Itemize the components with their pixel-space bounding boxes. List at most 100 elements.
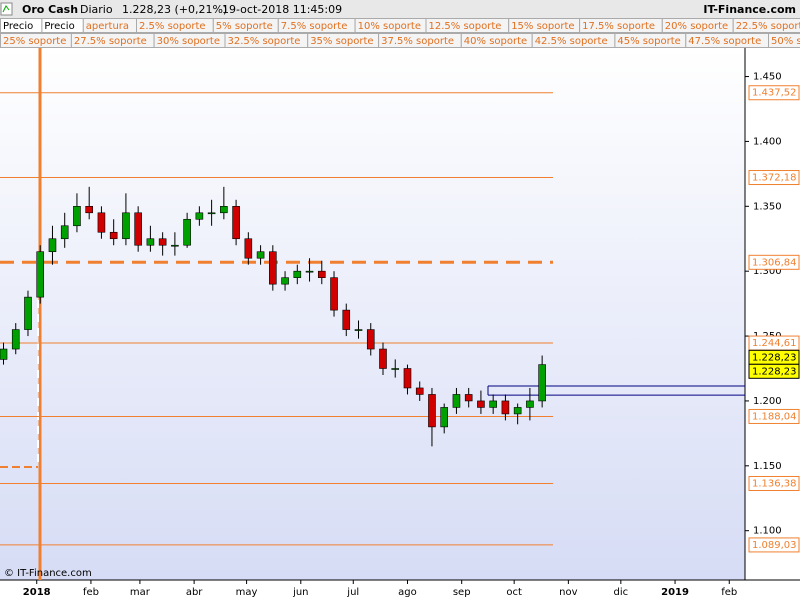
candle-body [306, 271, 313, 272]
candle-body [465, 394, 472, 400]
tab-label[interactable]: 12.5% soporte [429, 21, 502, 32]
candle-body [379, 349, 386, 368]
candle-body [73, 206, 80, 225]
candle-body [98, 213, 105, 232]
tab-label[interactable]: 5% soporte [216, 21, 273, 32]
x-tick-label: abr [186, 587, 203, 598]
level-label: 1.136,38 [752, 478, 797, 489]
candle-body [331, 278, 338, 310]
x-tick-label: dic [614, 587, 629, 598]
candle-body [318, 271, 325, 277]
candle-body [208, 213, 215, 214]
tab-label[interactable]: 7.5% soporte [281, 21, 348, 32]
timestamp: 19-oct-2018 11:45:09 [222, 3, 342, 16]
level-label: 1.244,61 [752, 338, 797, 349]
tab-label[interactable]: 35% soporte [310, 36, 373, 47]
x-tick-label: oct [506, 587, 522, 598]
candle-body [245, 239, 252, 258]
candle-body [282, 278, 289, 284]
candle-body [526, 401, 533, 407]
candle-body [453, 394, 460, 407]
candle-body [184, 219, 191, 245]
candle-body [24, 297, 31, 329]
candle-body [171, 245, 178, 246]
tab-label[interactable]: 27.5% soporte [74, 36, 147, 47]
tab-label[interactable]: 20% soporte [665, 21, 728, 32]
plot-area [0, 48, 745, 580]
candle-body [12, 330, 19, 349]
x-tick-label: 2019 [661, 587, 689, 598]
candle-body [294, 271, 301, 277]
candle-body [257, 252, 264, 258]
header-bar [0, 0, 800, 18]
tab-label[interactable]: 37.5% soporte [381, 36, 454, 47]
x-tick-label: jun [292, 587, 308, 598]
tab-label[interactable]: apertura [86, 21, 129, 32]
tab-label[interactable]: 45% soporte [617, 36, 680, 47]
candle-body [355, 330, 362, 331]
x-tick-label: jul [346, 587, 359, 598]
candle-body [269, 252, 276, 284]
x-tick-label: ago [398, 587, 417, 598]
price-label: 1.228,23 [752, 352, 797, 363]
level-label: 1.437,52 [752, 88, 797, 99]
candle-body [122, 213, 129, 239]
tab-label[interactable]: 22.5% soporte [736, 21, 800, 32]
tab-label[interactable]: 47.5% soporte [688, 36, 761, 47]
candle-body [135, 213, 142, 245]
instrument: Oro Cash [22, 3, 78, 16]
candle-body [220, 206, 227, 212]
level-label: 1.372,18 [752, 173, 797, 184]
candle-body [441, 407, 448, 426]
x-tick-label: mar [130, 587, 151, 598]
site: IT-Finance.com [703, 3, 796, 16]
tab-label[interactable]: 50% s [771, 36, 800, 47]
y-tick-label: 1.150 [753, 461, 782, 472]
x-tick-label: feb [721, 587, 737, 598]
candle-body [367, 330, 374, 349]
y-tick-label: 1.200 [753, 396, 782, 407]
x-tick-label: 2018 [23, 587, 51, 598]
tab-label[interactable]: 40% soporte [464, 36, 527, 47]
tab-label[interactable]: 30% soporte [157, 36, 220, 47]
period: Diario [80, 3, 113, 16]
x-tick-label: may [236, 587, 258, 598]
candle-body [343, 310, 350, 329]
candle-body [61, 226, 68, 239]
x-tick-label: feb [83, 587, 99, 598]
price-label: 1.228,23 [752, 366, 797, 377]
tab-label[interactable]: 15% soporte [511, 21, 574, 32]
candle-body [196, 213, 203, 219]
y-tick-label: 1.350 [753, 201, 782, 212]
candle-body [86, 206, 93, 212]
level-label: 1.188,04 [752, 411, 797, 422]
x-tick-label: nov [559, 587, 577, 598]
tab-label[interactable]: Precio [3, 21, 33, 32]
y-tick-label: 1.400 [753, 136, 782, 147]
quote: 1.228,23 (+0,21%) [122, 3, 227, 16]
tab-label[interactable]: Precio [44, 21, 74, 32]
level-label: 1.089,03 [752, 540, 797, 551]
candle-body [159, 239, 166, 245]
y-tick-label: 1.450 [753, 72, 782, 83]
tab-label[interactable]: 32.5% soporte [228, 36, 301, 47]
tab-label[interactable]: 10% soporte [358, 21, 421, 32]
y-tick-label: 1.100 [753, 526, 782, 537]
candle-body [147, 239, 154, 245]
candle-body [404, 368, 411, 387]
candle-body [416, 388, 423, 394]
candle-body [428, 394, 435, 426]
candle-body [0, 349, 7, 359]
candle-body [502, 401, 509, 414]
candle-body [392, 368, 399, 369]
tab-label[interactable]: 25% soporte [3, 36, 66, 47]
candle-body [49, 239, 56, 252]
icon [1, 3, 12, 15]
tab-label[interactable]: 2.5% soporte [139, 21, 206, 32]
candle-body [110, 232, 117, 238]
level-label: 1.306,84 [752, 257, 797, 268]
tab-label[interactable]: 17.5% soporte [582, 21, 655, 32]
tab-label[interactable]: 42.5% soporte [535, 36, 608, 47]
candle-body [490, 401, 497, 407]
